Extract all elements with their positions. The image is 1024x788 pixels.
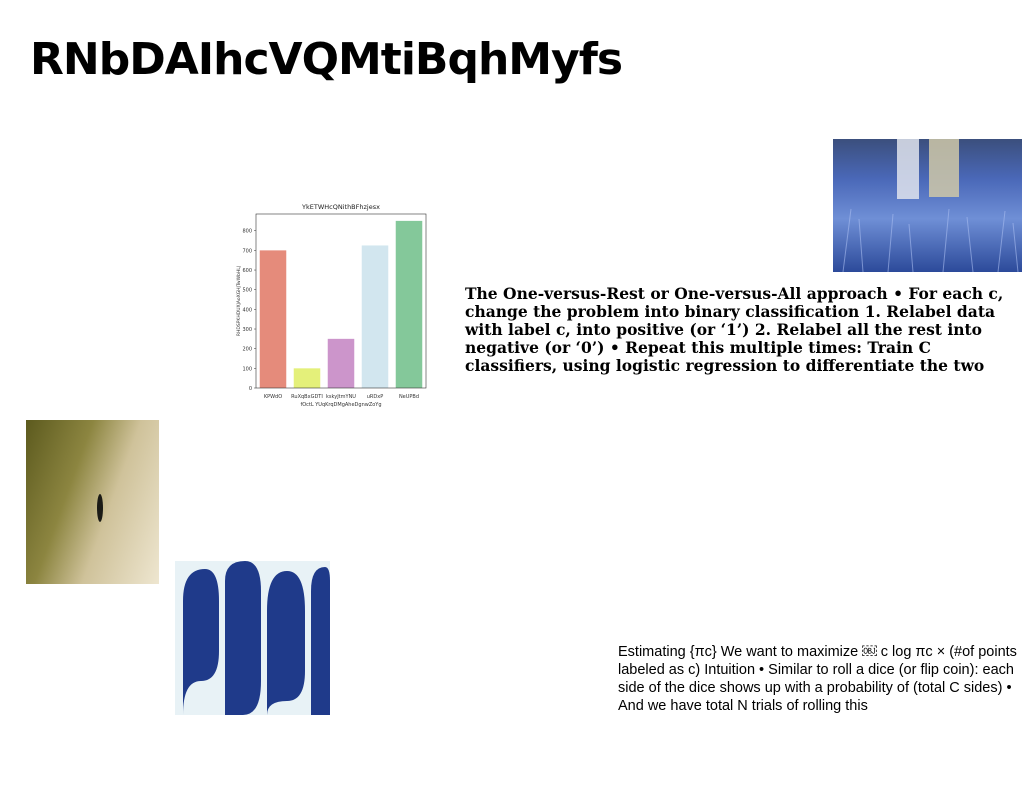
photo-sepia-texture	[26, 420, 159, 584]
text-estimating-pi: Estimating {πc} We want to maximize ￼ c …	[618, 644, 1017, 714]
bar-NeUPBd	[395, 220, 423, 388]
page-title: RNbDAIhcVQMtiBqhMyfs	[30, 34, 623, 85]
bar-kskyJtmYNU	[327, 338, 355, 388]
y-tick-label: 800	[242, 229, 252, 235]
photo-blue-field	[833, 139, 1022, 272]
y-tick-label: 700	[242, 248, 252, 254]
bar-RuXqBxGDTI	[293, 368, 321, 388]
blue-waves-pattern	[183, 561, 330, 715]
blue-field-scene	[842, 139, 1019, 272]
x-tick-label: kskyJtmYNU	[326, 394, 356, 400]
y-tick-label: 300	[242, 327, 252, 333]
y-axis-label: RHDSPKHDUXJAoXGHJTwWbHLJ	[236, 266, 242, 336]
bar-uRDxP	[361, 245, 389, 388]
y-tick-label: 0	[249, 386, 252, 392]
y-tick-label: 100	[242, 366, 252, 372]
bar-chart: YkETWHcQNithBFhzjesx KPWdO RuXqBxGDTI kskyJ…	[232, 198, 432, 410]
x-tick-label: RuXqBxGDTI	[291, 394, 323, 400]
sepia-figure	[97, 494, 103, 522]
y-tick-label: 400	[242, 307, 252, 313]
chart-title: YkETWHcQNithBFhzjesx	[301, 203, 380, 211]
plot-frame	[255, 213, 427, 389]
text-one-vs-rest: The One-versus-Rest or One-versus-All ap…	[465, 284, 1004, 375]
y-tick-label: 200	[242, 347, 252, 353]
bar-KPWdO	[259, 250, 287, 388]
y-tick-label: 600	[242, 268, 252, 274]
x-tick-label: uRDxP	[367, 394, 383, 400]
x-axis-label: fOctL YUqKrqDMgAheDgnwZoYg	[300, 402, 381, 408]
x-tick-label: NeUPBd	[399, 394, 419, 400]
x-tick-label: KPWdO	[264, 394, 282, 400]
photo-blue-waves	[175, 561, 330, 715]
y-tick-label: 500	[242, 288, 252, 294]
